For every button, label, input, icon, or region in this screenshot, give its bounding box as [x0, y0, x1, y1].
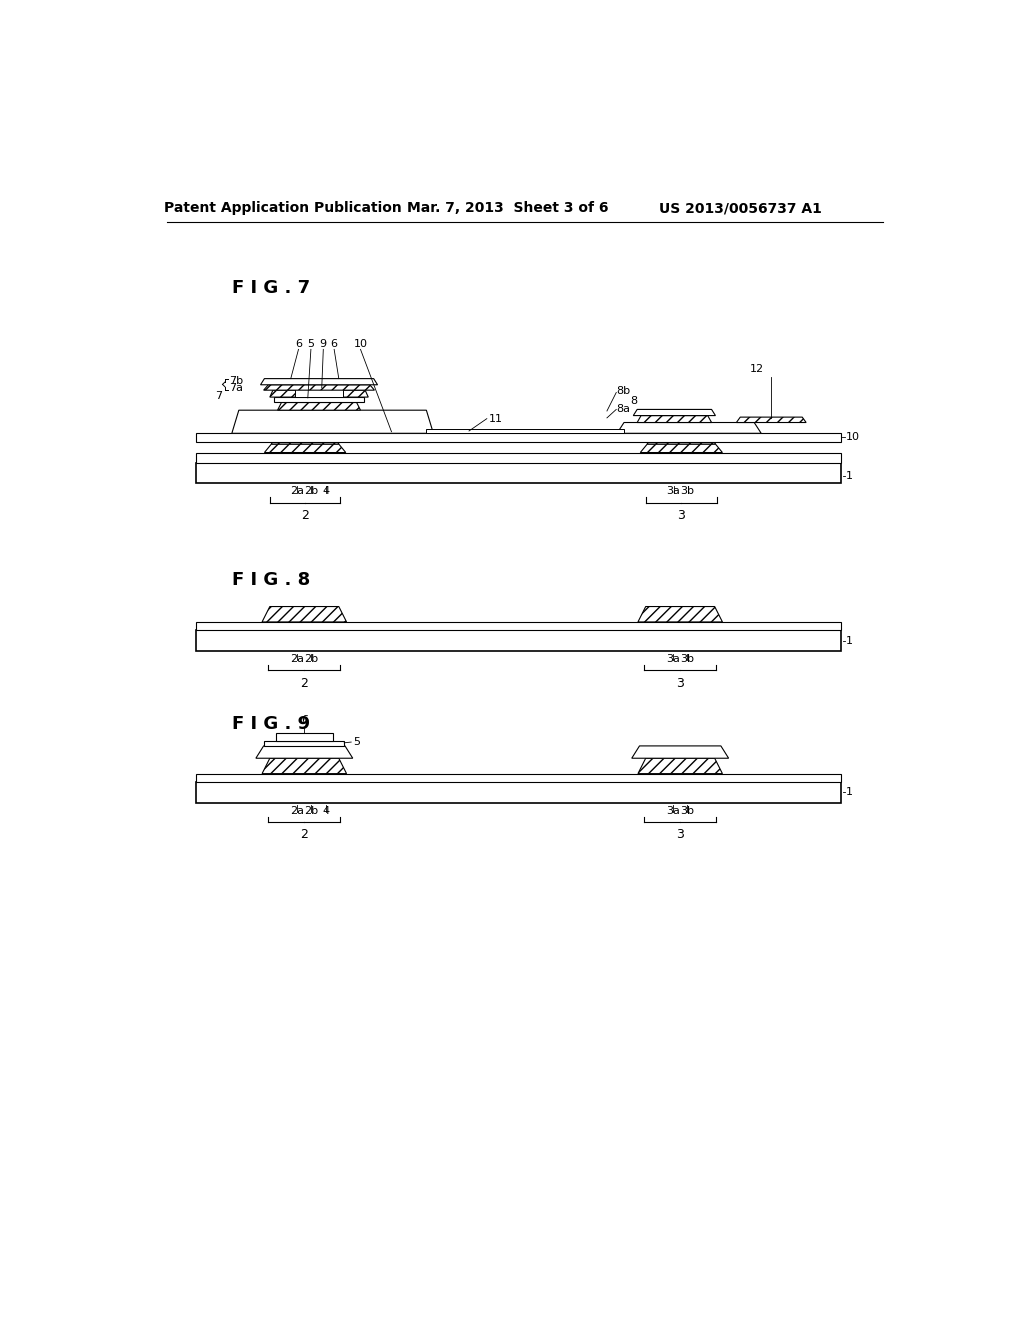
Text: 6: 6	[295, 339, 302, 350]
Polygon shape	[638, 607, 722, 622]
Bar	[197, 462, 841, 483]
Text: 6: 6	[301, 715, 308, 725]
Text: 3a: 3a	[667, 486, 681, 496]
Text: Patent Application Publication: Patent Application Publication	[164, 202, 401, 215]
Text: 3b: 3b	[680, 805, 694, 816]
Text: 12: 12	[751, 364, 764, 374]
Text: 6: 6	[331, 339, 338, 350]
Polygon shape	[337, 391, 369, 397]
Polygon shape	[736, 417, 806, 422]
Text: 2a: 2a	[291, 653, 304, 664]
Polygon shape	[632, 746, 729, 758]
Text: 3b: 3b	[680, 653, 694, 664]
Text: 8b: 8b	[616, 385, 631, 396]
Text: 1: 1	[846, 636, 853, 645]
Text: 3b: 3b	[681, 486, 694, 496]
Text: 9: 9	[319, 339, 327, 350]
Text: 5: 5	[352, 737, 359, 747]
Text: 8: 8	[630, 396, 637, 407]
Polygon shape	[647, 437, 716, 444]
Text: 3: 3	[678, 508, 685, 521]
Bar	[426, 429, 624, 433]
Text: 7b: 7b	[229, 376, 244, 385]
Text: Mar. 7, 2013  Sheet 3 of 6: Mar. 7, 2013 Sheet 3 of 6	[407, 202, 608, 215]
Bar	[197, 774, 841, 781]
Polygon shape	[270, 391, 301, 397]
Polygon shape	[640, 444, 722, 453]
Text: 3a: 3a	[667, 805, 680, 816]
Bar	[276, 733, 333, 741]
Polygon shape	[262, 607, 346, 622]
Text: 2: 2	[301, 508, 309, 521]
Text: 2a: 2a	[291, 486, 304, 496]
Text: 10: 10	[353, 339, 368, 350]
Bar	[197, 781, 841, 803]
Text: 4: 4	[323, 486, 329, 496]
Text: 1: 1	[846, 471, 853, 480]
Text: 3: 3	[676, 829, 684, 841]
Bar	[274, 397, 364, 403]
Polygon shape	[633, 409, 716, 416]
Text: 2b: 2b	[304, 486, 318, 496]
Polygon shape	[278, 403, 360, 411]
Polygon shape	[271, 437, 339, 444]
Text: 11: 11	[488, 413, 503, 424]
Text: F I G . 9: F I G . 9	[232, 715, 310, 734]
Polygon shape	[260, 379, 378, 385]
Polygon shape	[263, 385, 375, 391]
Bar	[197, 622, 841, 631]
Bar	[197, 631, 841, 651]
Text: 10: 10	[846, 432, 860, 442]
Text: 1: 1	[846, 788, 853, 797]
Text: 2: 2	[300, 829, 308, 841]
Text: 2b: 2b	[304, 805, 318, 816]
Text: US 2013/0056737 A1: US 2013/0056737 A1	[658, 202, 821, 215]
Text: 3a: 3a	[667, 653, 680, 664]
Polygon shape	[256, 746, 352, 758]
Text: 2a: 2a	[291, 805, 304, 816]
Polygon shape	[264, 444, 346, 453]
Text: 4: 4	[323, 805, 329, 816]
Bar	[197, 453, 841, 462]
Polygon shape	[638, 758, 722, 774]
Text: 7a: 7a	[229, 383, 244, 393]
Polygon shape	[617, 422, 761, 433]
Text: 2b: 2b	[304, 653, 318, 664]
Text: 2: 2	[300, 677, 308, 689]
Polygon shape	[637, 416, 712, 422]
Bar	[295, 388, 343, 397]
Text: 7: 7	[215, 391, 222, 400]
Text: 5: 5	[307, 339, 314, 350]
Polygon shape	[262, 758, 346, 774]
Text: 8a: 8a	[616, 404, 630, 414]
Text: 3: 3	[676, 677, 684, 689]
Text: F I G . 8: F I G . 8	[232, 572, 310, 589]
Bar	[197, 433, 841, 442]
Polygon shape	[231, 411, 433, 433]
Bar	[264, 741, 344, 746]
Text: F I G . 7: F I G . 7	[232, 279, 310, 297]
